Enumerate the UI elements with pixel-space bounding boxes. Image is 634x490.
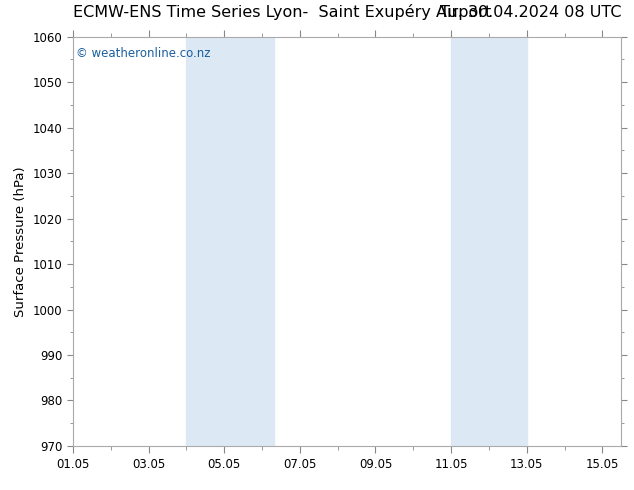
Bar [451, 37, 527, 446]
Text: Tu. 30.04.2024 08 UTC: Tu. 30.04.2024 08 UTC [440, 4, 621, 20]
Y-axis label: Surface Pressure (hPa): Surface Pressure (hPa) [14, 166, 27, 317]
Text: ECMW-ENS Time Series Lyon-  Saint Exupéry Airport: ECMW-ENS Time Series Lyon- Saint Exupéry… [73, 3, 491, 20]
Text: © weatheronline.co.nz: © weatheronline.co.nz [75, 47, 210, 60]
Bar [186, 37, 275, 446]
